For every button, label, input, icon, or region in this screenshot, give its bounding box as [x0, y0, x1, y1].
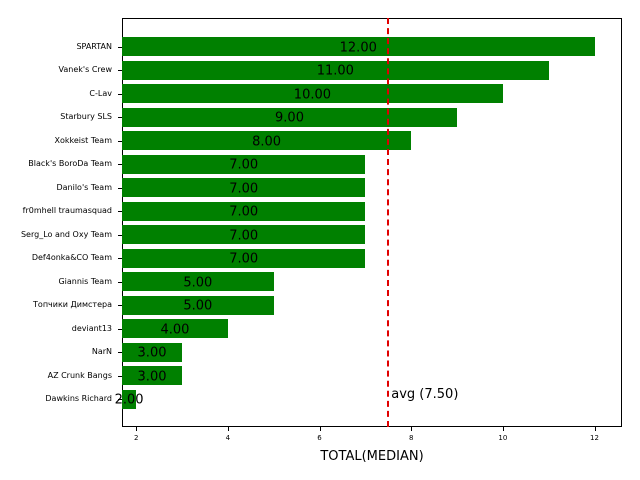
average-label: avg (7.50) [391, 387, 459, 402]
bar [122, 131, 412, 150]
x-tick [227, 427, 229, 431]
y-tick [118, 140, 122, 142]
y-tick [118, 164, 122, 165]
bar [122, 272, 274, 291]
y-tick-label: NarN [91, 347, 112, 356]
y-tick [118, 352, 122, 353]
bar [122, 342, 183, 362]
x-tick [594, 427, 596, 431]
x-tick-label: 4 [225, 434, 231, 442]
y-tick-label: Danilo's Team [56, 182, 112, 192]
bar-value-label: 8.00 [252, 134, 282, 149]
bar [122, 201, 366, 221]
bar-value-label: 7.00 [229, 157, 259, 173]
bar [122, 295, 274, 315]
y-tick [118, 328, 122, 330]
y-tick [118, 93, 122, 95]
y-tick [118, 187, 122, 189]
y-tick [118, 258, 122, 259]
y-tick-label: Топчики Димстера [33, 300, 112, 309]
bar-value-label: 10.00 [293, 87, 332, 102]
y-tick-label: Giannis Team [58, 276, 112, 286]
bar-value-label: 5.00 [183, 275, 213, 290]
y-tick-label: Xokkeist Team [54, 135, 113, 145]
y-tick [118, 305, 122, 306]
y-tick-label: deviant13 [71, 323, 112, 333]
bar-value-label: 12.00 [339, 40, 377, 55]
y-tick [118, 375, 122, 377]
bar [122, 107, 457, 127]
bar-value-label: 7.00 [229, 251, 259, 267]
bar [122, 60, 549, 80]
x-tick-label: 2 [133, 434, 139, 442]
x-tick [502, 427, 504, 431]
x-tick-label: 6 [317, 434, 322, 442]
y-tick [118, 46, 122, 48]
y-tick-label: C-Lav [89, 88, 112, 98]
bar-value-label: 3.00 [137, 369, 167, 384]
bar [122, 84, 503, 103]
y-tick-label: AZ Crunk Bangs [47, 370, 112, 380]
bar-value-label: 7.00 [229, 181, 259, 196]
bar-value-label: 9.00 [275, 110, 304, 126]
x-tick [136, 427, 138, 431]
bar [122, 225, 366, 244]
y-tick [118, 211, 122, 212]
plot-area [122, 18, 622, 427]
y-tick-label: Black's BoroDa Team [28, 159, 112, 168]
y-tick-label: Serg_Lo and Oxy Team [20, 229, 112, 239]
y-tick [118, 117, 122, 118]
bar [122, 154, 366, 174]
y-tick-label: Starbury SLS [60, 112, 112, 121]
y-tick [118, 234, 122, 236]
bar-value-label: 5.00 [183, 298, 213, 314]
bar [122, 37, 595, 56]
y-tick-label: Vanek's Crew [58, 65, 112, 74]
bar-value-label: 2.00 [114, 392, 144, 408]
x-tick-label: 12 [590, 434, 599, 442]
bar-value-label: 3.00 [137, 345, 167, 361]
x-tick [411, 427, 413, 431]
y-tick-label: fr0mhell traumasquad [22, 206, 112, 215]
y-tick-label: Dawkins Richard [45, 394, 112, 403]
bar [122, 389, 137, 409]
bar-value-label: 11.00 [316, 63, 354, 79]
bar [122, 366, 183, 385]
bar [122, 248, 366, 268]
y-tick [118, 281, 122, 283]
y-tick-label: Def4onka&CO Team [31, 253, 112, 262]
x-tick [319, 427, 321, 431]
x-tick-label: 10 [498, 434, 508, 442]
y-tick-label: SPARTAN [76, 41, 112, 51]
bar [122, 178, 366, 197]
y-tick [118, 70, 122, 71]
bar-value-label: 7.00 [229, 228, 259, 243]
x-tick-label: 8 [408, 434, 414, 442]
bar [122, 319, 228, 338]
bar-value-label: 7.00 [229, 204, 259, 220]
y-tick [118, 399, 122, 400]
x-axis-label: TOTAL(MEDIAN) [320, 449, 424, 464]
bar-value-label: 4.00 [160, 322, 190, 337]
average-reference-line [387, 18, 390, 427]
